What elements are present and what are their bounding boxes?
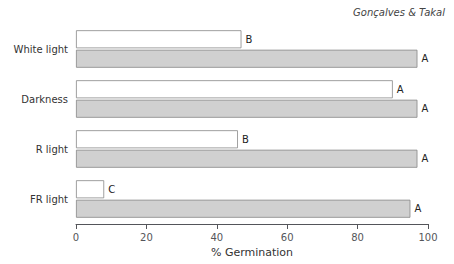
svg-text:A: A [421, 153, 428, 164]
svg-text:B: B [245, 34, 252, 45]
svg-text:80: 80 [351, 232, 364, 243]
svg-text:% Germination: % Germination [211, 246, 293, 259]
svg-text:40: 40 [210, 232, 223, 243]
svg-text:A: A [414, 203, 421, 214]
svg-text:60: 60 [281, 232, 294, 243]
svg-text:R light: R light [36, 144, 68, 155]
svg-text:20: 20 [140, 232, 153, 243]
svg-text:100: 100 [418, 232, 437, 243]
svg-text:B: B [242, 134, 249, 145]
svg-text:Gonçalves & Takal: Gonçalves & Takal [353, 7, 445, 18]
svg-text:C: C [108, 184, 115, 195]
svg-text:A: A [421, 103, 428, 114]
svg-text:FR light: FR light [30, 194, 68, 205]
svg-text:A: A [397, 84, 404, 95]
svg-text:0: 0 [73, 232, 79, 243]
svg-text:Darkness: Darkness [21, 94, 68, 105]
svg-text:White light: White light [14, 44, 68, 55]
svg-text:A: A [421, 53, 428, 64]
